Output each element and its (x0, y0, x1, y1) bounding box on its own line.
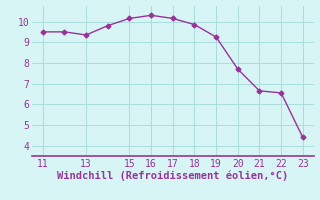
X-axis label: Windchill (Refroidissement éolien,°C): Windchill (Refroidissement éolien,°C) (57, 170, 288, 181)
